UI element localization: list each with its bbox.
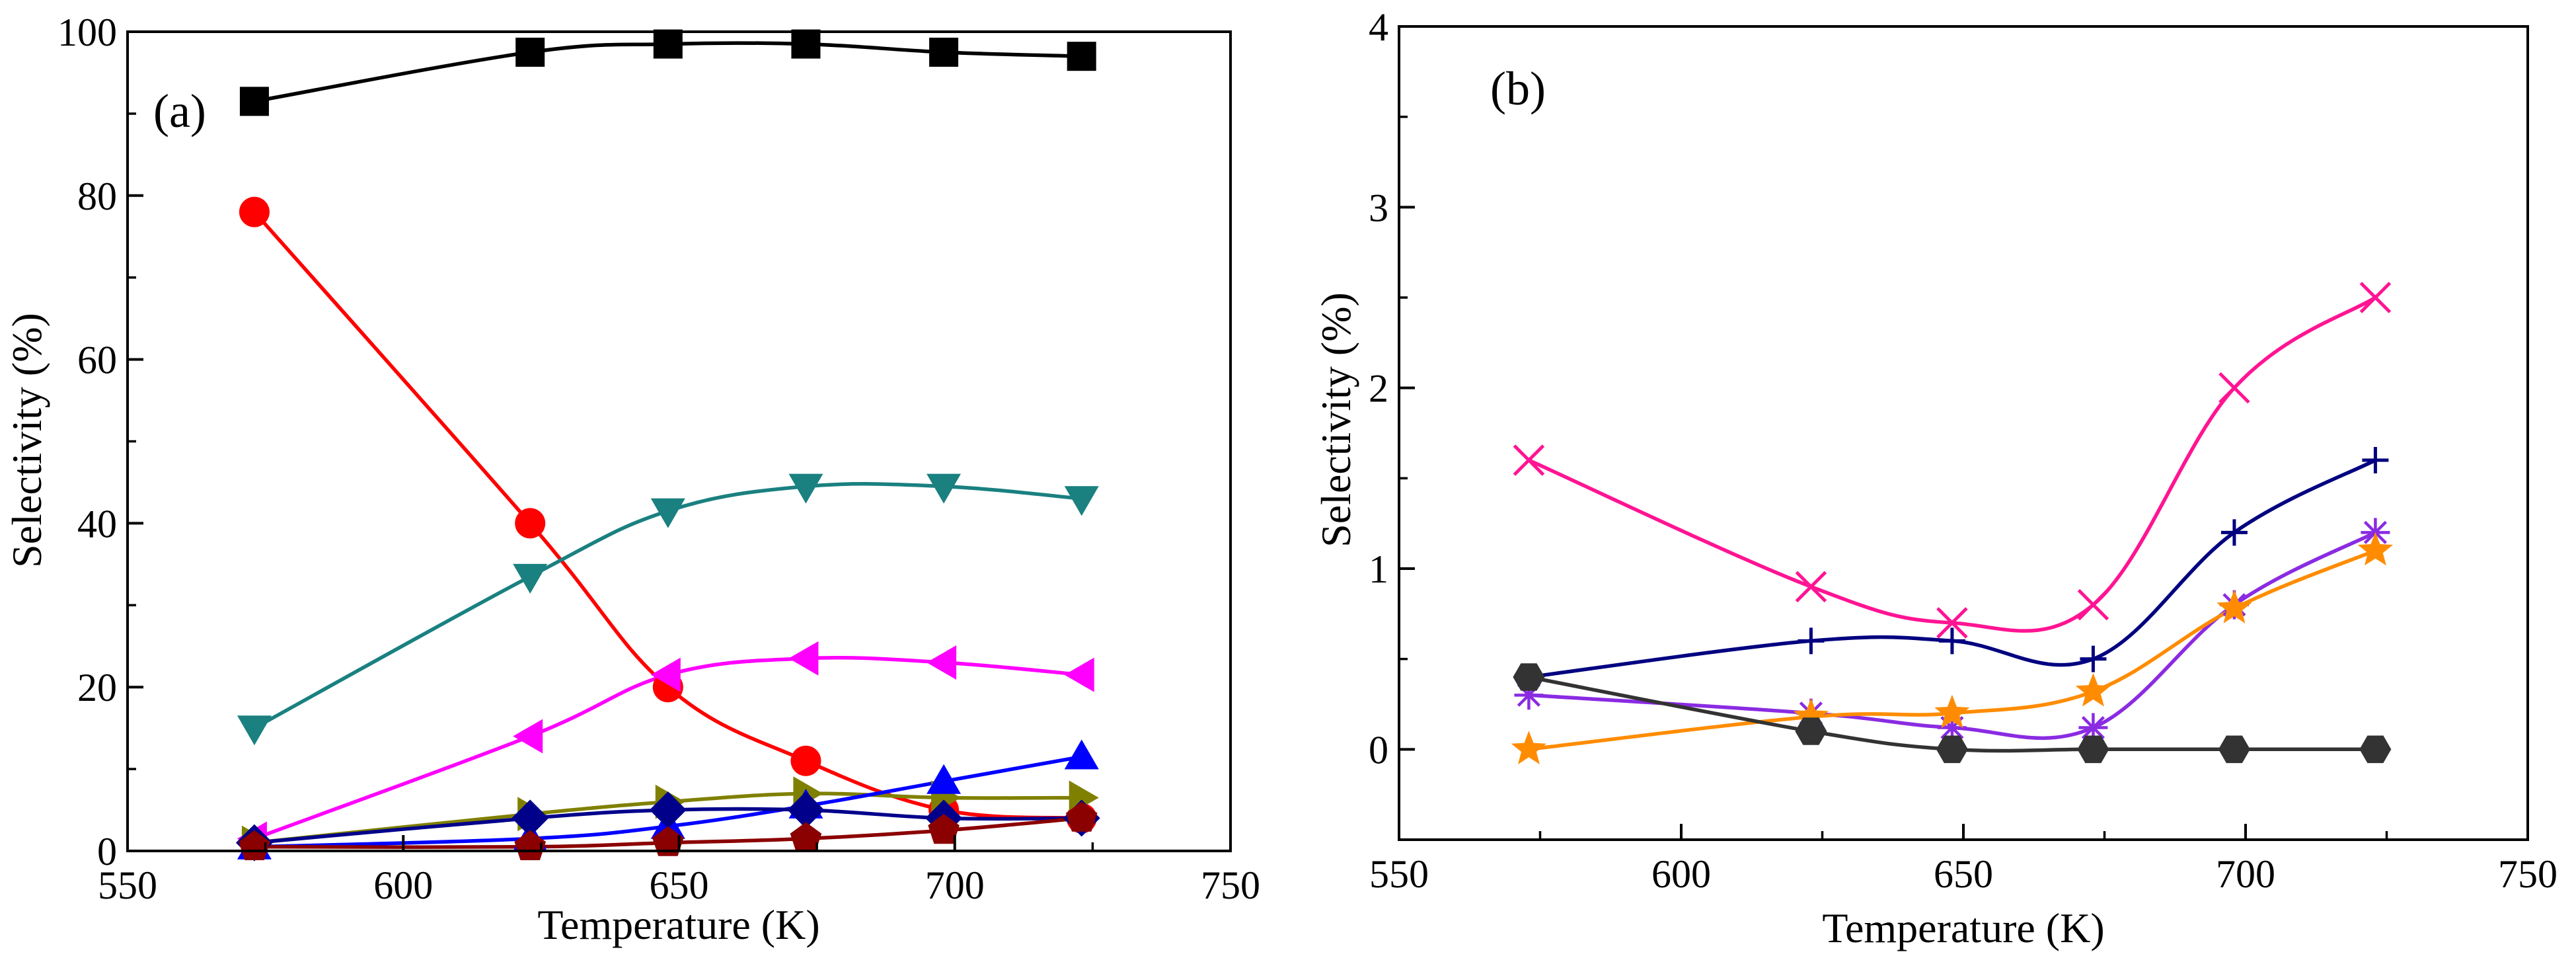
panel-a-point-magenta-triangle-left-2 (650, 657, 681, 692)
panel-b-ytick-label-2: 2 (1369, 367, 1388, 411)
panel-b-point-pink-cross-4 (2218, 372, 2250, 404)
panel-a-point-darkred-pentagon-4 (928, 814, 960, 844)
panel-b-point-gray-hexagon-4 (2218, 735, 2250, 764)
panel-a-ylabel: Selectivity (%) (3, 313, 50, 568)
panel-b-point-pink-cross-1 (1795, 571, 1827, 603)
panel-a-point-blue-triangle-up-5 (1064, 739, 1099, 770)
panel-a-point-teal-triangle-down-4 (927, 473, 961, 504)
panel-a-ytick-label-2: 40 (77, 502, 117, 545)
panel-a-series-lines (252, 41, 1084, 850)
panel-a-markers (235, 29, 1100, 862)
panel-b-point-purple-asterisk-2 (1937, 713, 1967, 743)
panel-b-line-orange-star (1527, 548, 2378, 752)
panel-a-ytick-label-3: 60 (77, 339, 117, 382)
panel-b-point-gray-hexagon-2 (1936, 735, 1968, 764)
panel-b-line-purple-asterisk (1527, 530, 2378, 741)
panel-b-series-lines (1527, 296, 2378, 753)
panel-b-point-orange-star-0 (1511, 731, 1546, 764)
panel-b-point-pink-cross-5 (2359, 282, 2392, 313)
panel-b-point-pink-cross-0 (1513, 444, 1545, 476)
panel-a-point-teal-triangle-down-1 (513, 563, 548, 594)
panel-a-point-darkred-pentagon-2 (652, 826, 684, 856)
panel-b-ytick-label-1: 1 (1369, 547, 1388, 591)
panel-a-xtick-label-3: 700 (925, 864, 985, 907)
panel-a-point-black-square-2 (653, 29, 683, 59)
panel-a-xtick-label-2: 650 (650, 864, 709, 907)
panel-a-point-black-square-3 (791, 29, 821, 59)
panel-b-point-navy-plus-4 (2220, 519, 2248, 546)
panel-b-point-orange-star-1 (1793, 698, 1829, 732)
panel-b-point-navy-plus-3 (2080, 645, 2107, 672)
panel-b-point-orange-star-4 (2216, 590, 2252, 623)
panel-b-line-pink-cross (1527, 296, 2378, 633)
panel-a-point-teal-triangle-down-3 (788, 473, 823, 504)
panel-a-ytick-label-1: 20 (77, 666, 117, 709)
panel-a-chart: (a) Temperature (K) Selectivity (%) 550 6… (3, 11, 1260, 948)
panel-b-markers (1511, 282, 2393, 764)
panel-a-xtick-label-0: 550 (98, 864, 157, 907)
panel-a-ytick-label-5: 100 (57, 11, 117, 54)
panel-b-ytick-label-0: 0 (1369, 728, 1388, 772)
panel-a-point-blue-triangle-up-4 (927, 764, 961, 794)
panel-a-ytick-label-4: 80 (77, 175, 117, 218)
panel-a-point-teal-triangle-down-5 (1064, 486, 1099, 516)
panel-b-xtick-label-3: 700 (2216, 852, 2275, 896)
panel-a-xlabel: Temperature (K) (537, 901, 819, 948)
panel-b-xlabel: Temperature (K) (1822, 904, 2104, 951)
panel-b-point-purple-asterisk-0 (1514, 680, 1544, 710)
panel-a-point-darkred-pentagon-0 (239, 830, 270, 860)
panel-b-line-navy-plus (1527, 458, 2378, 679)
panel-a-point-black-square-4 (929, 37, 959, 67)
panel-a-point-red-circle-3 (790, 745, 821, 776)
panel-a-point-teal-triangle-down-0 (237, 715, 272, 746)
panel-a-point-red-circle-1 (515, 508, 546, 539)
panel-b-xtick-label-2: 650 (1934, 852, 1993, 896)
panel-a-point-red-circle-0 (239, 196, 270, 227)
panel-b-plot-frame (1398, 25, 2529, 841)
panel-a-point-navy-diamond-1 (511, 799, 549, 837)
panel-a-point-black-square-5 (1067, 42, 1096, 71)
panel-b-point-navy-plus-5 (2362, 447, 2389, 473)
panel-b-point-navy-plus-2 (1938, 627, 1965, 655)
panel-a-point-magenta-triangle-left-5 (1064, 657, 1094, 692)
panel-b-xtick-label-0: 550 (1369, 852, 1429, 896)
panel-a-point-navy-diamond-3 (787, 791, 825, 828)
panel-a-label: (a) (153, 85, 206, 138)
panel-b-point-orange-star-2 (1934, 694, 1970, 729)
panel-b-point-gray-hexagon-3 (2077, 735, 2109, 764)
panel-b-point-pink-cross-3 (2077, 588, 2109, 621)
panel-a-xtick-label-4: 750 (1201, 864, 1260, 907)
panel-b-point-gray-hexagon-5 (2359, 735, 2392, 764)
panel-a-point-teal-triangle-down-2 (650, 498, 685, 528)
panel-b-ylabel: Selectivity (%) (1312, 292, 1359, 547)
panel-b-point-gray-hexagon-1 (1795, 717, 1827, 745)
panel-b-label: (b) (1490, 62, 1546, 115)
panel-b-point-purple-asterisk-3 (2078, 713, 2108, 743)
panel-b-point-orange-star-5 (2357, 532, 2393, 566)
panel-b-ytick-label-4: 4 (1369, 5, 1388, 49)
panel-a-xtick-label-1: 600 (373, 864, 433, 907)
panel-b-point-navy-plus-1 (1798, 627, 1825, 655)
panel-b-ytick-label-3: 3 (1369, 186, 1388, 229)
panel-a-point-black-square-0 (239, 87, 269, 116)
panel-b-point-pink-cross-2 (1936, 607, 1968, 639)
panel-a-point-darkred-pentagon-5 (1065, 801, 1098, 832)
panel-a-point-magenta-triangle-left-1 (513, 719, 543, 754)
panel-a-ytick-label-0: 0 (97, 830, 117, 873)
panel-a-point-black-square-1 (515, 37, 545, 67)
panel-a-point-navy-diamond-2 (649, 791, 687, 828)
panel-b-xtick-label-1: 600 (1651, 852, 1711, 896)
panel-a-point-magenta-triangle-left-4 (927, 645, 957, 680)
panel-b-point-orange-star-3 (2075, 672, 2111, 707)
panel-a-point-darkred-pentagon-1 (514, 830, 546, 860)
panel-a-plot-frame (126, 30, 1232, 852)
panel-b-xtick-label-4: 750 (2498, 852, 2557, 896)
panel-a-point-darkred-pentagon-3 (790, 822, 822, 852)
panel-a-point-magenta-triangle-left-3 (788, 641, 819, 676)
panel-b-chart: (b) Temperature (K) Selectivity (%) 550 6… (1312, 5, 2557, 951)
panel-b-point-gray-hexagon-0 (1513, 663, 1545, 691)
